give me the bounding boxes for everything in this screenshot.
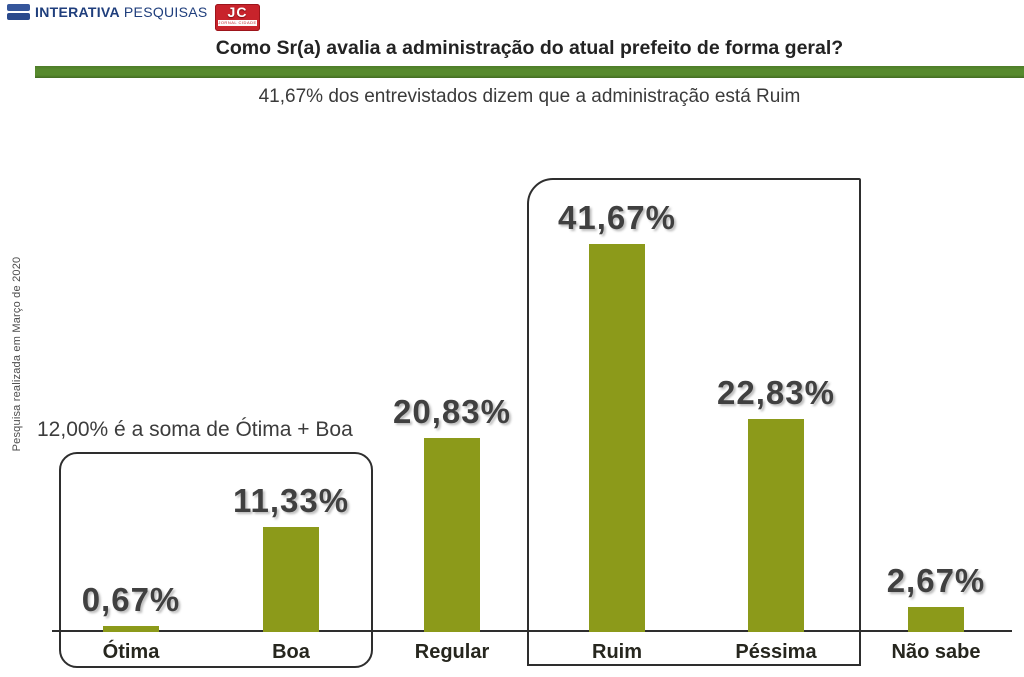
bar-category-label-3: Ruim: [592, 641, 642, 663]
bar-value-label-4: 22,83%: [717, 374, 835, 411]
bar-value-label-5: 2,67%: [886, 562, 986, 599]
x-axis-line: [52, 630, 1012, 632]
interativa-logo: INTERATIVA PESQUISAS: [7, 4, 208, 20]
otima-boa-group-box: [59, 452, 373, 668]
bar-category-label-4: Péssima: [735, 641, 817, 663]
bar-value-label-1: 11,33%: [232, 482, 350, 519]
bar-value-label-2: 20,83%: [393, 393, 511, 430]
bar-category-label-0: Ótima: [102, 641, 160, 663]
bar-4: [748, 419, 804, 632]
page-title: Como Sr(a) avalia a administração do atu…: [215, 37, 844, 59]
brand-name-main: INTERATIVA: [35, 4, 120, 20]
bar-category-label-1: Boa: [272, 641, 310, 663]
sum-annotation: 12,00% é a soma de Ótima + Boa: [37, 418, 353, 441]
ruim-pessima-group-box: [527, 178, 861, 666]
bar-category-label-2: Regular: [414, 641, 490, 663]
brand-name-suffix: PESQUISAS: [123, 4, 208, 20]
bar-5: [908, 607, 964, 632]
jc-logo-text: JC: [227, 4, 248, 20]
jc-logo: JC JORNAL CIDADE: [215, 4, 260, 31]
title-divider: [35, 66, 1024, 78]
bar-value-label-0: 0,67%: [81, 581, 181, 618]
bar-0: [103, 626, 159, 632]
brand-name: INTERATIVA PESQUISAS: [35, 4, 208, 20]
bar-value-label-3: 41,67%: [558, 199, 676, 236]
jc-logo-subtext: JORNAL CIDADE: [218, 20, 257, 26]
bar-1: [263, 527, 319, 632]
bar-3: [589, 244, 645, 632]
bar-category-label-5: Não sabe: [891, 641, 981, 663]
bar-2: [424, 438, 480, 632]
subtitle: 41,67% dos entrevistados dizem que a adm…: [258, 86, 801, 107]
two-bars-icon: [7, 4, 30, 20]
